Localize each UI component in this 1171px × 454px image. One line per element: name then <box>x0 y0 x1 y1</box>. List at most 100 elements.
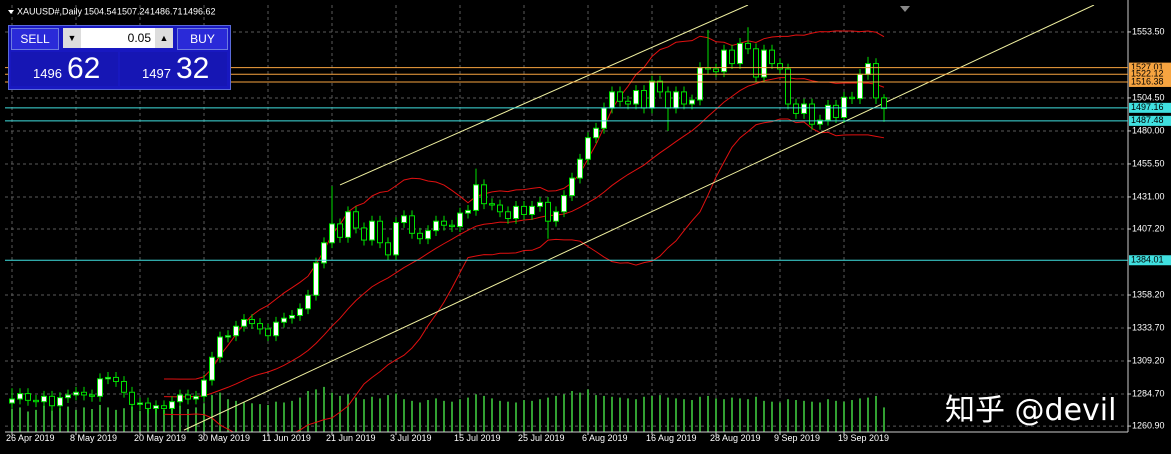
candle-body <box>289 314 295 319</box>
candle-body <box>25 393 31 401</box>
candle-body <box>65 394 71 399</box>
x-tick-label: 26 Apr 2019 <box>6 433 55 443</box>
lots-input[interactable]: ▼ 0.05 ▲ <box>63 28 173 48</box>
candle-body <box>393 222 399 256</box>
candle-body <box>105 376 111 380</box>
y-tick-label: 1407.20 <box>1132 223 1165 233</box>
candle-body <box>41 395 47 403</box>
candle-body <box>497 204 503 213</box>
candle-body <box>233 325 239 337</box>
candle-body <box>145 402 151 409</box>
candle-body <box>17 393 23 400</box>
candle-body <box>849 96 855 100</box>
buy-button[interactable]: BUY <box>177 28 228 50</box>
candle-body <box>473 184 479 211</box>
candle-body <box>825 104 831 121</box>
candle-body <box>177 394 183 403</box>
y-tick-label: 1480.00 <box>1132 125 1165 135</box>
candle-body <box>305 294 311 310</box>
price-line-tag <box>1129 115 1171 126</box>
candle-body <box>137 402 143 405</box>
candle-body <box>609 91 615 109</box>
y-tick-label: 1553.50 <box>1132 26 1165 36</box>
y-tick-label: 1358.20 <box>1132 289 1165 299</box>
candle-body <box>689 99 695 105</box>
candle-body <box>33 399 39 403</box>
x-tick-label: 28 Aug 2019 <box>710 433 761 443</box>
candle-body <box>81 391 87 396</box>
candle-body <box>777 63 783 70</box>
x-tick-label: 3 Jul 2019 <box>390 433 432 443</box>
candle-body <box>257 323 263 330</box>
trend-line <box>339 5 749 186</box>
candle-body <box>657 80 663 93</box>
candle-body <box>281 317 287 323</box>
candle-body <box>569 177 575 197</box>
candle-body <box>297 308 303 316</box>
price-line-label: 1487.48 <box>1131 115 1164 125</box>
price-line-label: 1516.38 <box>1131 76 1164 86</box>
candle-body <box>193 395 199 400</box>
candle-body <box>593 127 599 139</box>
candle-body <box>633 90 639 105</box>
candle-body <box>249 319 255 325</box>
candle-body <box>329 223 335 244</box>
candle-body <box>529 205 535 215</box>
candle-body <box>353 211 359 229</box>
x-tick-label: 19 Sep 2019 <box>838 433 889 443</box>
candle-body <box>873 63 879 99</box>
shift-marker[interactable] <box>900 6 910 12</box>
x-tick-label: 30 May 2019 <box>198 433 250 443</box>
candle-body <box>625 100 631 105</box>
candle-body <box>785 68 791 105</box>
candle-body <box>729 49 735 65</box>
candle-body <box>409 215 415 234</box>
x-tick-label: 6 Aug 2019 <box>582 433 628 443</box>
candle-body <box>273 321 279 337</box>
candle-body <box>465 209 471 214</box>
candle-body <box>761 49 767 78</box>
candle-body <box>337 223 343 238</box>
candle-body <box>545 201 551 222</box>
bollinger-band <box>163 30 885 380</box>
collapse-arrow[interactable] <box>8 10 14 14</box>
bid-price[interactable]: 1496 62 <box>11 52 118 86</box>
candle-body <box>425 230 431 240</box>
y-tick-label: 1260.90 <box>1132 420 1165 430</box>
price-line-label: 1497.16 <box>1131 102 1164 112</box>
candle-body <box>481 184 487 205</box>
candle-body <box>673 91 679 109</box>
candle-body <box>169 401 175 409</box>
candle-body <box>89 394 95 397</box>
sell-button[interactable]: SELL <box>11 28 59 50</box>
lots-up[interactable]: ▲ <box>155 28 173 48</box>
candle-body <box>753 48 759 78</box>
candle-body <box>449 224 455 228</box>
candle-body <box>793 103 799 114</box>
candle-body <box>457 212 463 228</box>
candle-body <box>241 319 247 327</box>
candle-body <box>585 137 591 160</box>
candle-body <box>817 119 823 125</box>
candle-body <box>577 158 583 179</box>
candle-body <box>321 242 327 264</box>
price-line-tag <box>1129 102 1171 113</box>
lots-down[interactable]: ▼ <box>63 28 81 48</box>
candle-body <box>801 103 807 114</box>
ohlc-high: 1507.24 <box>117 6 150 16</box>
candle-body <box>201 379 207 397</box>
x-tick-label: 8 May 2019 <box>70 433 117 443</box>
candle-body <box>513 205 519 219</box>
ask-price[interactable]: 1497 32 <box>120 52 227 86</box>
y-tick-label: 1309.20 <box>1132 355 1165 365</box>
candle-body <box>721 49 727 73</box>
candle-body <box>129 391 135 405</box>
candle-body <box>121 380 127 393</box>
price-line-tag <box>1129 255 1171 266</box>
x-tick-label: 16 Aug 2019 <box>646 433 697 443</box>
candle-body <box>161 405 167 409</box>
trend-line <box>183 5 1095 431</box>
candle-body <box>153 405 159 409</box>
y-tick-label: 1504.50 <box>1132 92 1165 102</box>
